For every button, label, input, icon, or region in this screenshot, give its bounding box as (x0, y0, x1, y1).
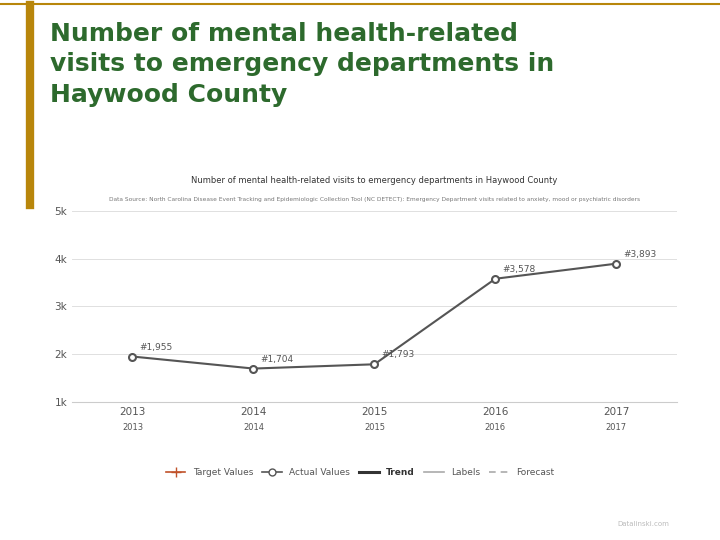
Text: 2013: 2013 (122, 423, 143, 431)
Text: #1,704: #1,704 (261, 355, 294, 363)
Text: Datalinski.com: Datalinski.com (618, 521, 670, 526)
Text: 2017: 2017 (606, 423, 627, 431)
Text: Data Source: North Carolina Disease Event Tracking and Epidemiologic Collection : Data Source: North Carolina Disease Even… (109, 197, 640, 202)
Text: #3,893: #3,893 (624, 249, 657, 259)
Title: Number of mental health-related visits to emergency departments in Haywood Count: Number of mental health-related visits t… (192, 176, 557, 185)
Text: #1,955: #1,955 (140, 342, 173, 352)
Text: 2015: 2015 (364, 423, 385, 431)
Text: #1,793: #1,793 (382, 350, 415, 359)
Text: Number of mental health-related
visits to emergency departments in
Haywood Count: Number of mental health-related visits t… (50, 22, 554, 107)
Text: #3,578: #3,578 (503, 265, 536, 274)
Text: 2016: 2016 (485, 423, 506, 431)
Text: 2014: 2014 (243, 423, 264, 431)
Legend: Target Values, Actual Values, Trend, Labels, Forecast: Target Values, Actual Values, Trend, Lab… (162, 464, 558, 481)
